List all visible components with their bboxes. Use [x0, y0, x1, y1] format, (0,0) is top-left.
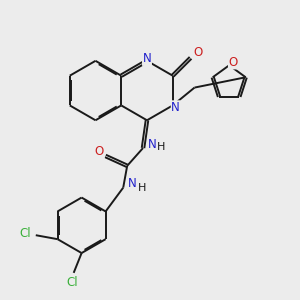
Text: N: N — [142, 52, 152, 65]
Text: Cl: Cl — [19, 227, 31, 240]
Text: H: H — [138, 183, 146, 193]
Text: O: O — [95, 146, 104, 158]
Text: N: N — [148, 138, 156, 151]
Text: O: O — [194, 46, 203, 59]
Text: Cl: Cl — [66, 276, 77, 289]
Text: H: H — [157, 142, 165, 152]
Text: N: N — [128, 177, 136, 190]
Text: N: N — [171, 101, 180, 114]
Text: O: O — [229, 56, 238, 69]
